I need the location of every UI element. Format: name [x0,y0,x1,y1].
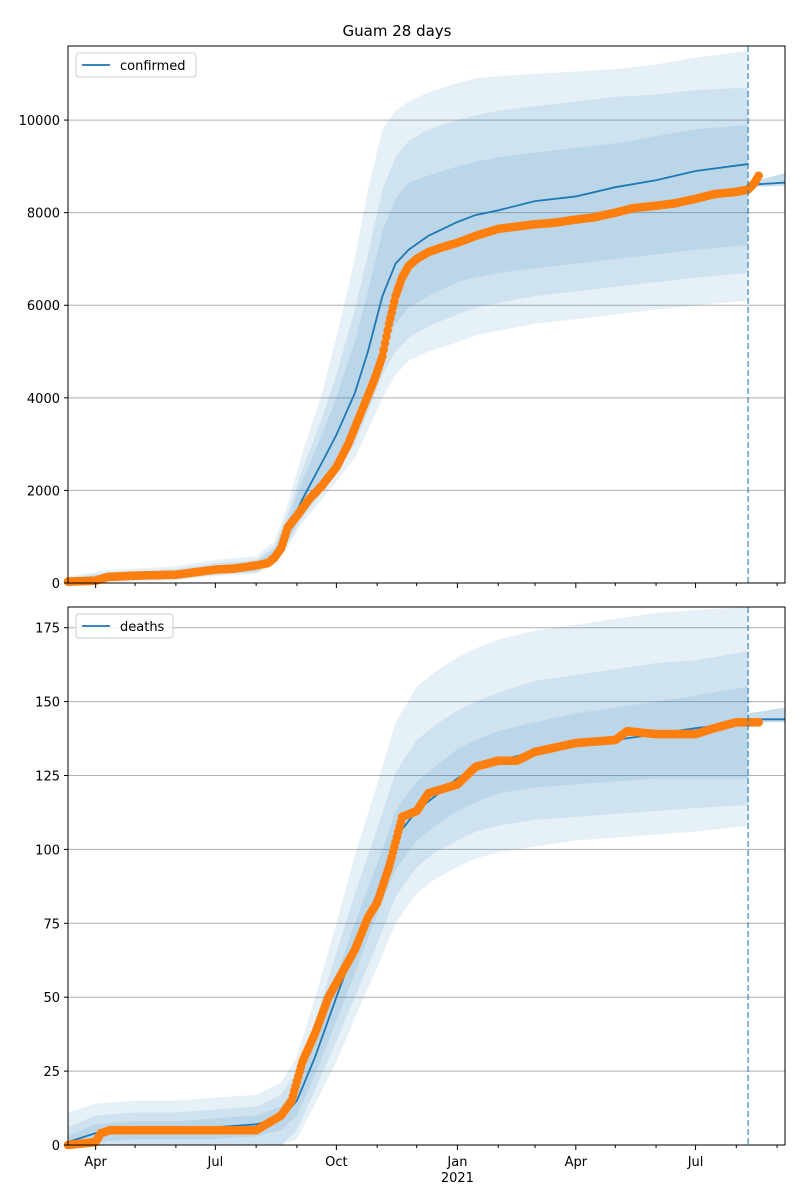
y-tick-label: 125 [35,769,60,784]
x-tick-label: Jan [446,1155,467,1170]
y-tick-label: 100 [35,843,60,858]
y-tick-label: 0 [52,577,60,592]
deaths-panel: 0 25 50 75 100 125 150 175 Apr Jul Oct Jan Apr Jul 202… [35,606,786,1186]
observed-points [63,171,763,586]
axes-frame [67,45,786,584]
uncertainty-band-3 [68,50,749,583]
y-tick-label: 50 [43,991,60,1006]
x-tick-label: Oct [325,1155,347,1170]
uncertainty-band-2 [68,651,749,1145]
observed-point [382,332,391,342]
x-tick-label: Apr [84,1155,107,1170]
observed-point [380,338,390,348]
confirmed-panel: 0 2000 4000 6000 8000 10000 confirmed [19,45,786,592]
y-tick-label: 0 [52,1139,60,1154]
legend-label: deaths [120,620,165,635]
legend: confirmed [75,52,197,78]
x-tick-label: Apr [565,1155,588,1170]
observed-point [378,351,387,361]
x-tick-label: Jul [687,1155,704,1170]
y-tick-label: 8000 [27,207,60,222]
observed-point [754,171,763,180]
legend: deaths [75,613,174,639]
x-tick-label: Jul [207,1155,224,1170]
y-tick-label: 10000 [19,114,60,129]
axes-frame [67,606,786,1146]
y-tick-label: 150 [35,696,60,711]
y-tick-label: 2000 [27,484,60,499]
uncertainty-band-2 [68,87,749,583]
y-tick-label: 6000 [27,299,60,314]
legend-label: confirmed [120,59,186,74]
legend-box [75,613,174,639]
observed-point [383,325,392,335]
y-tick-label: 25 [43,1065,60,1080]
observed-point [754,717,763,727]
legend-box [75,52,197,78]
observed-points [63,717,763,1150]
x-year-label: 2021 [441,1171,474,1186]
observed-point [379,345,389,354]
y-tick-label: 4000 [27,392,60,407]
chart-title: Guam 28 days [343,22,452,40]
uncertainty-band-1 [68,124,749,583]
y-tick-label: 175 [35,622,60,637]
y-tick-label: 75 [43,917,60,932]
